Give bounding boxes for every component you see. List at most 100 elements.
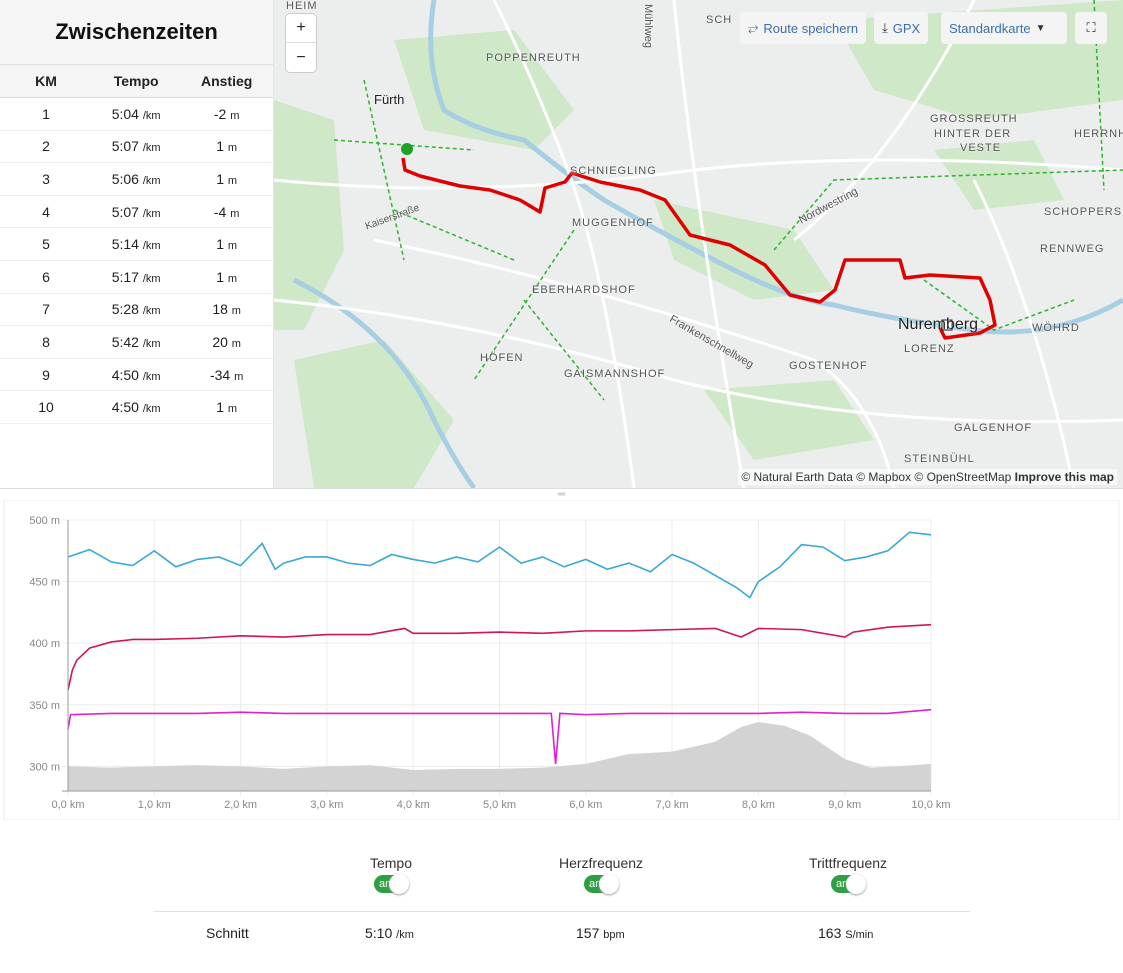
- toggle-label: an: [379, 878, 392, 890]
- map-label: HEIM: [286, 0, 318, 12]
- map-label: LORENZ: [904, 343, 955, 355]
- map-label: SCHOPPERS: [1044, 206, 1123, 218]
- series-line-trittfrequenz: [67, 708, 932, 764]
- split-row: 8 5:42 /km 20 m: [0, 325, 273, 359]
- map-label: HÖFEN: [480, 352, 524, 364]
- toggle-label: an: [836, 878, 849, 890]
- split-pace: 4:50 /km: [92, 358, 181, 392]
- map-canvas: [274, 0, 1123, 488]
- split-km: 2: [0, 130, 92, 164]
- split-km: 4: [0, 195, 92, 229]
- split-pace: 5:14 /km: [92, 227, 181, 261]
- fullscreen-button[interactable]: ⛶: [1075, 12, 1107, 44]
- cadence-toggle[interactable]: an: [831, 874, 866, 894]
- map-style-dropdown[interactable]: Standardkarte ▼: [941, 12, 1067, 44]
- stats-divider: [153, 911, 970, 912]
- split-climb: -34 m: [180, 358, 273, 392]
- improve-map-link[interactable]: Improve this map: [1014, 470, 1114, 484]
- split-row: 2 5:07 /km 1 m: [0, 130, 273, 164]
- avg-label: Schnitt: [206, 925, 249, 941]
- map-attribution: © Natural Earth Data © Mapbox © OpenStre…: [738, 469, 1117, 485]
- resize-handle[interactable]: ═: [0, 488, 1123, 500]
- map-label: MUGGENHOF: [572, 217, 654, 229]
- fullscreen-icon: ⛶: [1086, 20, 1096, 35]
- avg-heart-rate: 157 bpm: [576, 925, 625, 941]
- map-label: HINTER DER: [934, 128, 1012, 140]
- x-tick-label: 6,0 km: [569, 799, 602, 811]
- split-km: 8: [0, 325, 92, 359]
- route-icon: ⥂: [748, 20, 759, 35]
- map-label: Mühlweg: [642, 3, 655, 49]
- gpx-label: GPX: [892, 20, 921, 36]
- start-marker: [401, 143, 413, 155]
- x-tick-label: 9,0 km: [828, 799, 861, 811]
- split-km: 5: [0, 227, 92, 261]
- zoom-in-button[interactable]: +: [286, 14, 316, 43]
- map-label: HERRNHÜ: [1074, 128, 1123, 140]
- split-row: 1 5:04 /km -2 m: [0, 97, 273, 131]
- split-climb: 20 m: [180, 325, 273, 359]
- split-row: 6 5:17 /km 1 m: [0, 260, 273, 294]
- x-tick-label: 10,0 km: [911, 799, 950, 811]
- map-label: WÖHRD: [1032, 322, 1080, 334]
- elevation-area: [68, 722, 931, 791]
- zoom-out-button[interactable]: −: [296, 48, 306, 66]
- split-pace: 5:28 /km: [92, 293, 181, 327]
- y-tick-label: 350 m: [29, 700, 60, 712]
- split-row: 4 5:07 /km -4 m: [0, 195, 273, 229]
- split-pace: 4:50 /km: [92, 390, 181, 424]
- x-tick-label: 0,0 km: [51, 799, 84, 811]
- series-line-tempo: [67, 531, 932, 599]
- map-label: GAISMANNSHOF: [564, 368, 666, 380]
- avg-cadence: 163 S/min: [818, 925, 874, 941]
- finish-marker: [941, 319, 953, 331]
- map-label: EBERHARDSHOF: [532, 284, 636, 296]
- toggle-label: an: [589, 878, 602, 890]
- split-pace: 5:07 /km: [92, 195, 181, 229]
- split-km: 1: [0, 97, 92, 131]
- map-label: Fürth: [374, 92, 405, 107]
- split-climb: -2 m: [180, 97, 273, 131]
- metric-cadence: Trittfrequenz an: [768, 855, 928, 894]
- split-row: 9 4:50 /km -34 m: [0, 358, 273, 392]
- y-tick-label: 400 m: [29, 638, 60, 650]
- y-tick-label: 500 m: [29, 515, 60, 527]
- map-style-label: Standardkarte: [949, 20, 1031, 36]
- metric-tempo: Tempo an: [311, 855, 471, 894]
- col-tempo: Tempo: [92, 64, 181, 98]
- x-tick-label: 7,0 km: [656, 799, 689, 811]
- route-map[interactable]: HEIM POPPENREUTH Mühlweg SCH Fürth SCHNIEGLIN…: [274, 0, 1123, 488]
- split-pace: 5:17 /km: [92, 260, 181, 294]
- save-route-button[interactable]: ⥂ Route speichern: [740, 12, 867, 44]
- heart-rate-toggle[interactable]: an: [584, 874, 619, 894]
- split-km: 3: [0, 162, 92, 196]
- metric-heart-rate: Herzfrequenz an: [521, 855, 681, 894]
- split-pace: 5:06 /km: [92, 162, 181, 196]
- split-climb: 1 m: [180, 390, 273, 424]
- y-tick-label: 300 m: [29, 761, 60, 773]
- zoom-control: + −: [286, 14, 316, 72]
- save-route-label: Route speichern: [763, 20, 859, 36]
- split-climb: 1 m: [180, 162, 273, 196]
- split-km: 10: [0, 390, 92, 424]
- split-km: 6: [0, 260, 92, 294]
- split-row: 5 5:14 /km 1 m: [0, 227, 273, 261]
- x-tick-label: 4,0 km: [397, 799, 430, 811]
- tempo-toggle[interactable]: an: [374, 874, 409, 894]
- split-climb: -4 m: [180, 195, 273, 229]
- map-label: STEINBÜHL: [904, 453, 975, 465]
- split-row: 10 4:50 /km 1 m: [0, 390, 273, 424]
- col-km: KM: [0, 64, 92, 98]
- map-label: GOSTENHOF: [789, 360, 868, 372]
- col-anstieg: Anstieg: [180, 64, 273, 98]
- splits-title: Zwischenzeiten: [0, 0, 273, 64]
- split-km: 7: [0, 293, 92, 327]
- split-row: 7 5:28 /km 18 m: [0, 293, 273, 327]
- caret-down-icon: ▼: [1035, 22, 1046, 34]
- gpx-download-button[interactable]: ⤓ GPX: [874, 12, 929, 44]
- y-tick-label: 450 m: [29, 577, 60, 589]
- x-tick-label: 3,0 km: [310, 799, 343, 811]
- download-icon: ⤓: [882, 20, 888, 35]
- split-climb: 1 m: [180, 260, 273, 294]
